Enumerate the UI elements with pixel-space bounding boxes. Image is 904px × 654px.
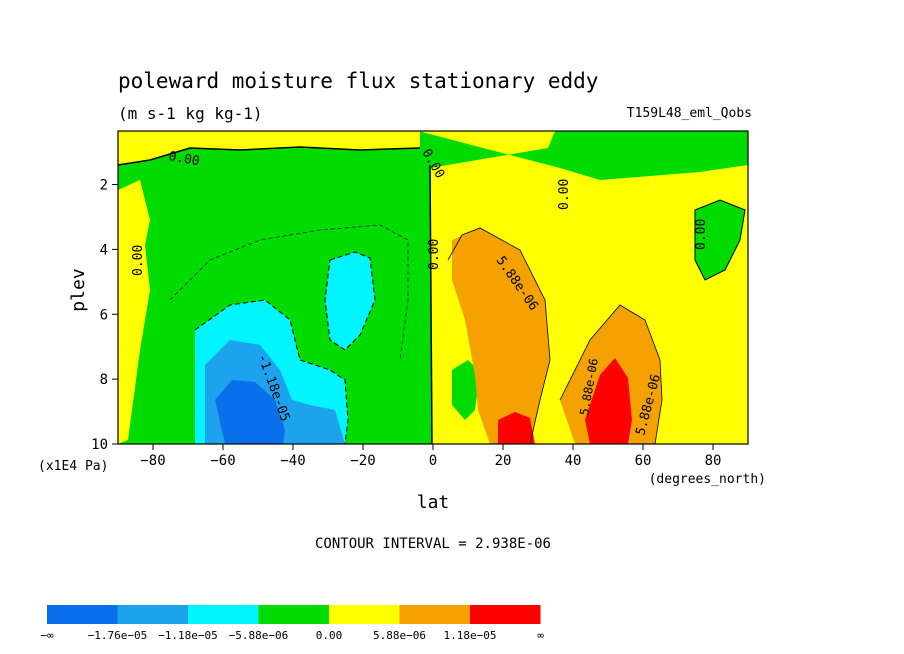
x-tick-label: −80: [140, 453, 165, 469]
colorbar-label: 1.18e−05: [444, 629, 497, 642]
x-tick-label: 20: [495, 453, 512, 469]
shade-yellow-south-edge: [118, 180, 150, 444]
contour-label: 0.00: [131, 245, 146, 276]
y-axis: 2 4 6 8 10: [91, 178, 118, 453]
colorbar-label: −5.88e−06: [229, 629, 289, 642]
colorbar: −∞ −1.76e−05 −1.18e−05 −5.88e−06 0.00 5.88e−0…: [40, 605, 544, 642]
shade-darkblue-south: [215, 380, 285, 444]
plot-area: [118, 131, 748, 444]
contour-zero-north-right: [694, 199, 746, 281]
contour-zero-equator: [429, 164, 433, 444]
colorbar-label: 5.88e−06: [373, 629, 426, 642]
contour-label: 0.00: [557, 179, 572, 210]
y-tick-label: 8: [100, 372, 108, 388]
colorbar-swatch: [470, 605, 541, 624]
colorbar-swatch: [258, 605, 329, 624]
y-tick-label: 10: [91, 437, 108, 453]
colorbar-swatch: [188, 605, 259, 624]
y-axis-unit: (x1E4 Pa): [38, 459, 108, 474]
x-tick-label: −20: [350, 453, 375, 469]
x-tick-label: −40: [280, 453, 305, 469]
contour-positive-north-lower: [559, 304, 663, 444]
shade-cyan-south-upper: [325, 252, 375, 350]
colorbar-label: −1.76e−05: [88, 629, 148, 642]
x-axis-label: lat: [417, 492, 450, 513]
colorbar-label: 0.00: [316, 629, 343, 642]
y-axis-label: plev: [68, 268, 89, 311]
contour-label: 0.00: [167, 149, 200, 169]
contour-positive-north-upper: [447, 227, 551, 444]
colorbar-swatch: [329, 605, 400, 624]
shade-green-north-right: [695, 200, 745, 280]
x-axis-unit: (degrees_north): [649, 472, 766, 487]
contour-negative-south-upper: [324, 251, 376, 351]
x-tick-label: 40: [565, 453, 582, 469]
colorbar-swatch: [399, 605, 470, 624]
colorbar-label: ∞: [537, 629, 544, 642]
x-tick-label: 0: [429, 453, 437, 469]
contour-label: 0.00: [694, 219, 709, 250]
shade-green-north-top: [560, 131, 748, 175]
chart-title: poleward moisture flux stationary eddy: [118, 69, 598, 93]
x-axis: −80 −60 −40 −20 0 20 40 60 80: [140, 444, 722, 469]
dataset-label: T159L48_eml_Qobs: [627, 106, 752, 121]
contour-interval-text: CONTOUR INTERVAL = 2.938E-06: [315, 536, 551, 552]
shade-orange-north-upper: [452, 228, 550, 444]
colorbar-label: −1.18e−05: [158, 629, 218, 642]
colorbar-swatch: [117, 605, 188, 624]
contour-weak-negative-south: [169, 224, 409, 361]
contour-label: 0.00: [427, 239, 442, 270]
x-tick-label: −60: [210, 453, 235, 469]
shade-green-north-lower: [452, 360, 480, 420]
y-tick-label: 6: [100, 307, 108, 323]
y-tick-label: 2: [100, 178, 108, 194]
shade-red-north-right: [585, 358, 632, 444]
colorbar-label: −∞: [40, 629, 54, 642]
contour-negative-south: [194, 299, 349, 444]
shade-red-north-left: [498, 412, 535, 444]
x-tick-label: 80: [705, 453, 722, 469]
x-tick-label: 60: [635, 453, 652, 469]
colorbar-swatch: [47, 605, 118, 624]
y-tick-label: 4: [100, 242, 108, 258]
contour-zero-south: [118, 146, 421, 166]
chart-subtitle: (m s-1 kg kg-1): [118, 104, 263, 123]
